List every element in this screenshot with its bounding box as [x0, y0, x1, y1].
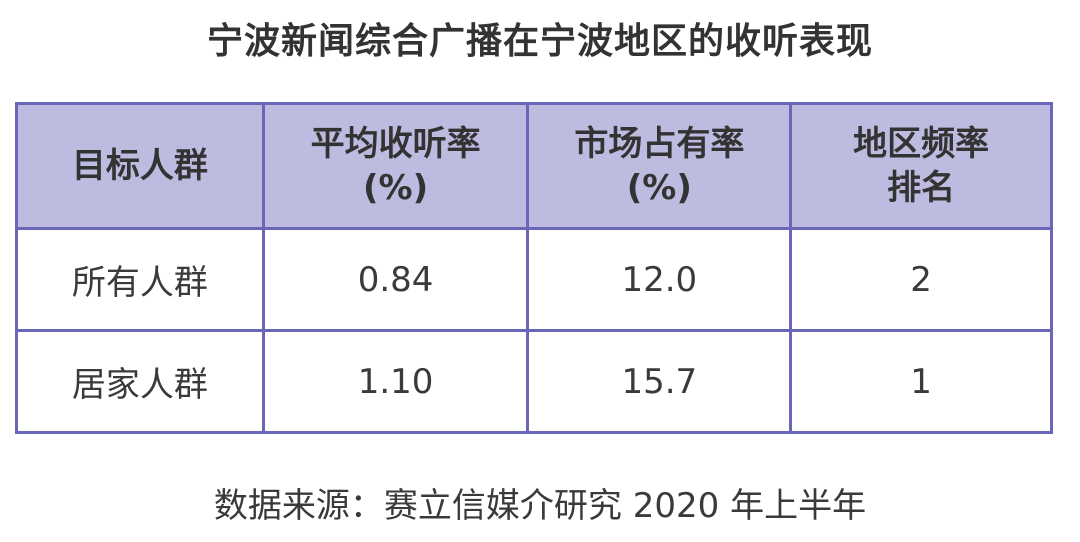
- ratings-table: 目标人群 平均收听率 (%) 市场占有率 (%) 地区频率 排名 所有人群 0.…: [15, 102, 1053, 434]
- header-avg-rating-label: 平均收听率: [310, 124, 481, 164]
- header-rank-label-line1: 地区频率: [853, 124, 990, 164]
- cell-market-share: 15.7: [526, 329, 793, 434]
- cell-avg-rating: 0.84: [261, 227, 530, 332]
- header-target-group: 目标人群: [15, 102, 265, 230]
- table-header-row: 目标人群 平均收听率 (%) 市场占有率 (%) 地区频率 排名: [15, 102, 1053, 230]
- header-market-share-unit: (%): [626, 168, 692, 208]
- header-rank-label-line2: 排名: [887, 168, 956, 208]
- header-market-share: 市场占有率 (%): [526, 102, 793, 230]
- cell-rank: 1: [789, 329, 1053, 434]
- table-row: 居家人群 1.10 15.7 1: [15, 329, 1053, 434]
- cell-rank: 2: [789, 227, 1053, 332]
- cell-market-share: 12.0: [526, 227, 793, 332]
- header-avg-rating-unit: (%): [363, 168, 429, 208]
- table-row: 所有人群 0.84 12.0 2: [15, 227, 1053, 332]
- data-source-note: 数据来源：赛立信媒介研究 2020 年上半年: [213, 486, 867, 526]
- cell-avg-rating: 1.10: [261, 329, 530, 434]
- cell-target-group: 居家人群: [15, 329, 265, 434]
- header-avg-rating: 平均收听率 (%): [261, 102, 530, 230]
- cell-target-group: 所有人群: [15, 227, 265, 332]
- chart-title: 宁波新闻综合广播在宁波地区的收听表现: [206, 21, 873, 62]
- header-market-share-label: 市场占有率: [574, 124, 745, 164]
- header-rank: 地区频率 排名: [789, 102, 1053, 230]
- header-target-group-label: 目标人群: [71, 146, 208, 186]
